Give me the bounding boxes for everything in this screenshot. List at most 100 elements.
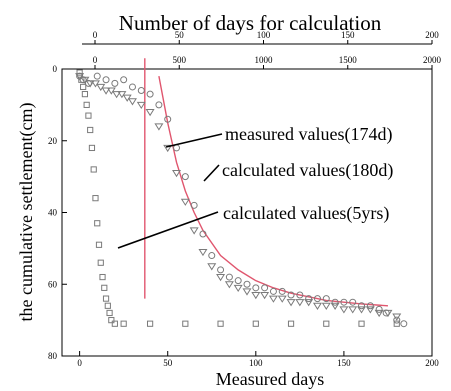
calculated-180d-point bbox=[330, 302, 340, 310]
calculated-180d-point bbox=[198, 248, 208, 257]
calculated-180d-point bbox=[136, 101, 146, 110]
calculated-180d-point bbox=[304, 299, 314, 307]
measured-point bbox=[137, 87, 145, 95]
calculated-180d-point bbox=[312, 302, 322, 310]
calculated-180d-point bbox=[216, 274, 226, 282]
measured-point bbox=[146, 90, 154, 98]
calculated-5yrs-point bbox=[252, 320, 259, 327]
top-tick-label: 50 bbox=[175, 30, 185, 40]
reference-curve bbox=[158, 76, 388, 307]
calculated-180d-point bbox=[233, 284, 243, 293]
x-tick-label: 50 bbox=[163, 358, 173, 368]
legend-measured: measured values(174d) bbox=[225, 124, 392, 145]
calculated-180d-point bbox=[277, 295, 287, 303]
measured-point bbox=[366, 302, 374, 310]
measured-point bbox=[164, 115, 172, 123]
legend-5yrs: calculated values(5yrs) bbox=[223, 203, 389, 224]
calculated-5yrs-point bbox=[94, 220, 101, 227]
calculated-5yrs-point bbox=[87, 126, 94, 134]
data-marks bbox=[75, 69, 408, 328]
top-axis-title: Number of days for calculation bbox=[119, 11, 382, 35]
measured-point bbox=[261, 284, 269, 292]
top-tick-label: 200 bbox=[425, 30, 439, 40]
y-tick-label: 60 bbox=[48, 279, 58, 289]
measured-point bbox=[340, 298, 348, 306]
measured-point bbox=[190, 201, 198, 209]
measured-point bbox=[278, 287, 286, 295]
x-axis-title: Measured days bbox=[216, 369, 324, 389]
calculated-180d-point bbox=[85, 80, 95, 88]
x-tick-label: 0 bbox=[77, 358, 82, 368]
calculated-180d-point bbox=[286, 299, 296, 307]
calculated-5yrs-point bbox=[358, 320, 365, 327]
calculated-5yrs-point bbox=[287, 320, 295, 327]
calculated-5yrs-point bbox=[120, 320, 127, 327]
measured-point bbox=[393, 316, 401, 324]
calculated-180d-point bbox=[251, 291, 261, 300]
calculated-5yrs-point bbox=[95, 241, 103, 248]
calculated-5yrs-point bbox=[393, 320, 400, 327]
calculated-5yrs-point bbox=[88, 144, 96, 152]
calculated-5yrs-point bbox=[97, 259, 104, 266]
measured-point bbox=[225, 273, 233, 281]
calculated-180d-point bbox=[172, 170, 182, 178]
calculated-5yrs-point bbox=[92, 195, 99, 202]
calculated-180d-point bbox=[339, 306, 349, 314]
calculated-5yrs-point bbox=[78, 76, 85, 83]
calculated-180d-point bbox=[145, 109, 155, 117]
calculated-180d-point bbox=[117, 91, 127, 99]
calculated-180d-point bbox=[112, 91, 122, 99]
legend: measured values(174d) calculated values(… bbox=[117, 124, 393, 249]
calculated-180d-point bbox=[365, 306, 375, 314]
calculated-180d-point bbox=[154, 123, 164, 131]
measured-point bbox=[199, 230, 207, 238]
measured-point bbox=[331, 298, 339, 306]
leader-measured bbox=[165, 133, 223, 148]
calculated-180d-point bbox=[80, 76, 90, 84]
legend-180d: calculated values(180d) bbox=[222, 160, 393, 181]
y-tick-label: 40 bbox=[48, 208, 58, 218]
calculated-5yrs-point bbox=[104, 302, 111, 309]
y-tick-label: 80 bbox=[48, 351, 58, 361]
y-tick-label: 0 bbox=[53, 64, 58, 74]
calculated-180d-point bbox=[96, 83, 106, 92]
measured-point bbox=[349, 298, 357, 306]
calculated-180d-point bbox=[163, 144, 173, 153]
calculated-5yrs-point bbox=[111, 320, 118, 327]
measured-point bbox=[375, 305, 383, 313]
leader-5yrs bbox=[117, 211, 219, 249]
calculated-180d-point bbox=[127, 98, 137, 106]
calculated-180d-point bbox=[189, 227, 199, 235]
measured-point bbox=[269, 287, 277, 295]
measured-point bbox=[181, 173, 189, 181]
calculated-5yrs-point bbox=[85, 112, 92, 119]
measured-point bbox=[93, 72, 101, 80]
calculated-5yrs-point bbox=[81, 91, 89, 98]
x-tick-label: 150 bbox=[337, 358, 351, 368]
calculated-180d-point bbox=[106, 87, 116, 95]
calculated-180d-point bbox=[122, 94, 132, 102]
calculated-180d-point bbox=[374, 309, 384, 318]
calculated-5yrs-point bbox=[101, 284, 108, 291]
measured-point bbox=[217, 266, 225, 274]
calculated-5yrs-point bbox=[106, 309, 113, 317]
calculated-180d-point bbox=[268, 295, 278, 303]
calculated-180d-point bbox=[383, 309, 393, 318]
reference-lines bbox=[144, 58, 388, 307]
measured-point bbox=[243, 280, 251, 288]
measured-point bbox=[252, 284, 260, 292]
measured-point bbox=[358, 302, 366, 310]
x-axis: 0 50 100 150 200 bbox=[77, 351, 439, 368]
measured-point bbox=[102, 76, 110, 84]
measured-point bbox=[120, 76, 128, 84]
calculated-5yrs-point bbox=[83, 101, 90, 108]
measured-point bbox=[296, 291, 304, 299]
measured-point bbox=[305, 295, 313, 303]
calculated-5yrs-point bbox=[80, 83, 87, 91]
y-axis: 0 20 40 60 80 bbox=[48, 64, 67, 361]
x-tick-label: 200 bbox=[425, 358, 439, 368]
top-tick-label: 0 bbox=[93, 30, 98, 40]
calculated-5yrs-point bbox=[102, 295, 110, 302]
leader-180d bbox=[203, 164, 220, 182]
